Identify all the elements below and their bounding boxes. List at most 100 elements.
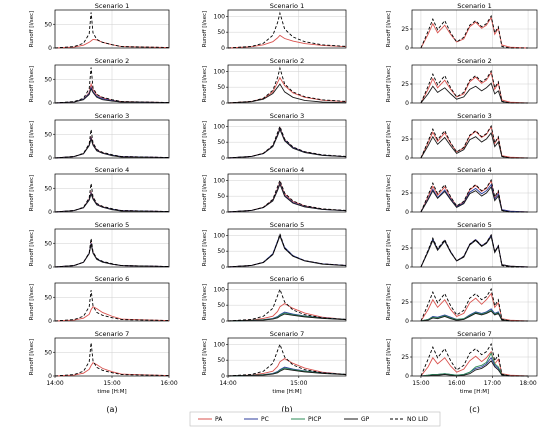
subplot-title: Scenario 6 bbox=[457, 275, 491, 283]
subplot-title: Scenario 5 bbox=[95, 221, 129, 229]
series-line-no-lid bbox=[227, 66, 347, 104]
x-tick-label: 15:00 bbox=[412, 380, 429, 387]
y-tick-label: 50 bbox=[217, 193, 225, 200]
y-axis-label: Runoff [l/sec] bbox=[386, 230, 392, 266]
subplot-1-5: Scenario 6 0 50 100 Runoff [l/sec] bbox=[202, 275, 347, 325]
y-axis-label: Runoff [l/sec] bbox=[386, 121, 392, 157]
subplot-0-3: Scenario 4 0 50 Runoff [l/sec] bbox=[29, 166, 170, 216]
y-tick-label: 100 bbox=[214, 232, 226, 239]
y-axis-label: Runoff [l/sec] bbox=[202, 66, 208, 102]
subplot-title: Scenario 4 bbox=[270, 166, 304, 174]
y-tick-label: 25 bbox=[401, 136, 409, 143]
y-tick-label: 0 bbox=[48, 155, 52, 162]
subplot-title: Scenario 2 bbox=[95, 57, 129, 65]
y-axis-label: Runoff [l/sec] bbox=[202, 230, 208, 266]
x-tick-label: 18:00 bbox=[519, 380, 536, 387]
subplot-1-2: Scenario 3 0 50 100 Runoff [l/sec] bbox=[202, 112, 347, 162]
y-tick-label: 0 bbox=[405, 209, 409, 216]
subplot-2-4: Scenario 5 0 25 Runoff [l/sec] bbox=[386, 221, 538, 271]
axes-frame bbox=[54, 173, 170, 213]
series-line-gp bbox=[420, 310, 529, 322]
legend-box bbox=[189, 411, 441, 427]
x-tick-label: 15:00 bbox=[103, 380, 120, 387]
series-line-picp bbox=[420, 352, 529, 377]
panel-label: (b) bbox=[281, 405, 292, 414]
y-tick-label: 25 bbox=[401, 245, 409, 252]
subplot-2-5: Scenario 6 0 25 Runoff [l/sec] bbox=[386, 275, 538, 325]
series-line-no-lid bbox=[420, 14, 529, 49]
subplot-title: Scenario 7 bbox=[95, 330, 129, 338]
y-tick-label: 50 bbox=[44, 294, 52, 301]
subplot-title: Scenario 7 bbox=[270, 330, 304, 338]
axes-frame bbox=[227, 64, 347, 104]
y-tick-label: 50 bbox=[217, 139, 225, 146]
y-tick-label: 50 bbox=[44, 185, 52, 192]
series-line-no-lid bbox=[54, 238, 170, 268]
series-line-pa bbox=[420, 350, 529, 377]
series-line-no-lid bbox=[54, 129, 170, 159]
axes-frame bbox=[227, 9, 347, 49]
series-line-no-lid bbox=[420, 124, 529, 159]
subplot-title: Scenario 6 bbox=[95, 275, 129, 283]
y-axis-label: Runoff [l/sec] bbox=[29, 121, 35, 157]
legend-label-pc: PC bbox=[261, 416, 269, 423]
x-tick-label: 14:00 bbox=[46, 380, 63, 387]
subplot-title: Scenario 3 bbox=[457, 112, 491, 120]
series-line-gp bbox=[420, 360, 529, 377]
axes-frame bbox=[227, 337, 347, 377]
y-tick-label: 25 bbox=[401, 81, 409, 88]
series-line-no-lid bbox=[54, 342, 170, 377]
series-line-gp bbox=[420, 82, 529, 104]
y-tick-label: 0 bbox=[405, 45, 409, 52]
y-axis-label: Runoff [l/sec] bbox=[29, 11, 35, 47]
legend-label-pa: PA bbox=[215, 416, 223, 423]
y-axis-label: Runoff [l/sec] bbox=[386, 339, 392, 375]
subplot-2-6: Scenario 7 0 25 Runoff [l/sec] 15:00 16:00 17:… bbox=[386, 330, 538, 395]
x-axis-label: time [H:M] bbox=[272, 389, 301, 395]
y-tick-label: 50 bbox=[44, 21, 52, 28]
y-tick-label: 100 bbox=[214, 177, 226, 184]
y-tick-label: 50 bbox=[217, 84, 225, 91]
y-tick-label: 0 bbox=[48, 264, 52, 271]
series-line-gp bbox=[227, 368, 347, 377]
series-line-no-lid bbox=[227, 125, 347, 159]
subplot-title: Scenario 4 bbox=[95, 166, 129, 174]
subplot-2-1: Scenario 2 0 25 Runoff [l/sec] bbox=[386, 57, 538, 107]
axes-frame bbox=[54, 119, 170, 159]
y-tick-label: 0 bbox=[221, 100, 225, 107]
x-tick-label: 14:00 bbox=[219, 380, 236, 387]
y-tick-label: 25 bbox=[401, 354, 409, 361]
subplot-1-4: Scenario 5 0 50 100 Runoff [l/sec] bbox=[202, 221, 347, 271]
x-axis-label: time [H:M] bbox=[460, 389, 489, 395]
series-line-pa bbox=[227, 303, 347, 322]
y-tick-label: 50 bbox=[44, 76, 52, 83]
legend-label-gp: GP bbox=[361, 416, 370, 423]
y-tick-label: 0 bbox=[405, 264, 409, 271]
series-line-no-lid bbox=[227, 343, 347, 377]
y-tick-label: 100 bbox=[214, 68, 226, 75]
axes-frame bbox=[54, 282, 170, 322]
y-axis-label: Runoff [l/sec] bbox=[386, 11, 392, 47]
series-line-gp bbox=[420, 235, 529, 268]
subplot-title: Scenario 7 bbox=[457, 330, 491, 338]
subplot-0-5: Scenario 6 0 50 Runoff [l/sec] bbox=[29, 275, 170, 325]
y-axis-label: Runoff [l/sec] bbox=[202, 11, 208, 47]
y-tick-label: 50 bbox=[44, 349, 52, 356]
subplot-2-3: Scenario 4 0 25 Runoff [l/sec] bbox=[386, 166, 538, 216]
y-tick-label: 100 bbox=[214, 341, 226, 348]
x-tick-label: 17:00 bbox=[484, 380, 501, 387]
y-tick-label: 25 bbox=[401, 190, 409, 197]
y-axis-label: Runoff [l/sec] bbox=[202, 284, 208, 320]
y-axis-label: Runoff [l/sec] bbox=[202, 339, 208, 375]
subplot-0-2: Scenario 3 0 50 Runoff [l/sec] bbox=[29, 112, 170, 162]
subplot-title: Scenario 6 bbox=[270, 275, 304, 283]
axes-frame bbox=[54, 9, 170, 49]
y-axis-label: Runoff [l/sec] bbox=[202, 121, 208, 157]
y-tick-label: 25 bbox=[401, 26, 409, 33]
series-line-no-lid bbox=[420, 287, 529, 322]
series-line-no-lid bbox=[420, 178, 529, 213]
y-axis-label: Runoff [l/sec] bbox=[386, 284, 392, 320]
y-tick-label: 0 bbox=[48, 45, 52, 52]
